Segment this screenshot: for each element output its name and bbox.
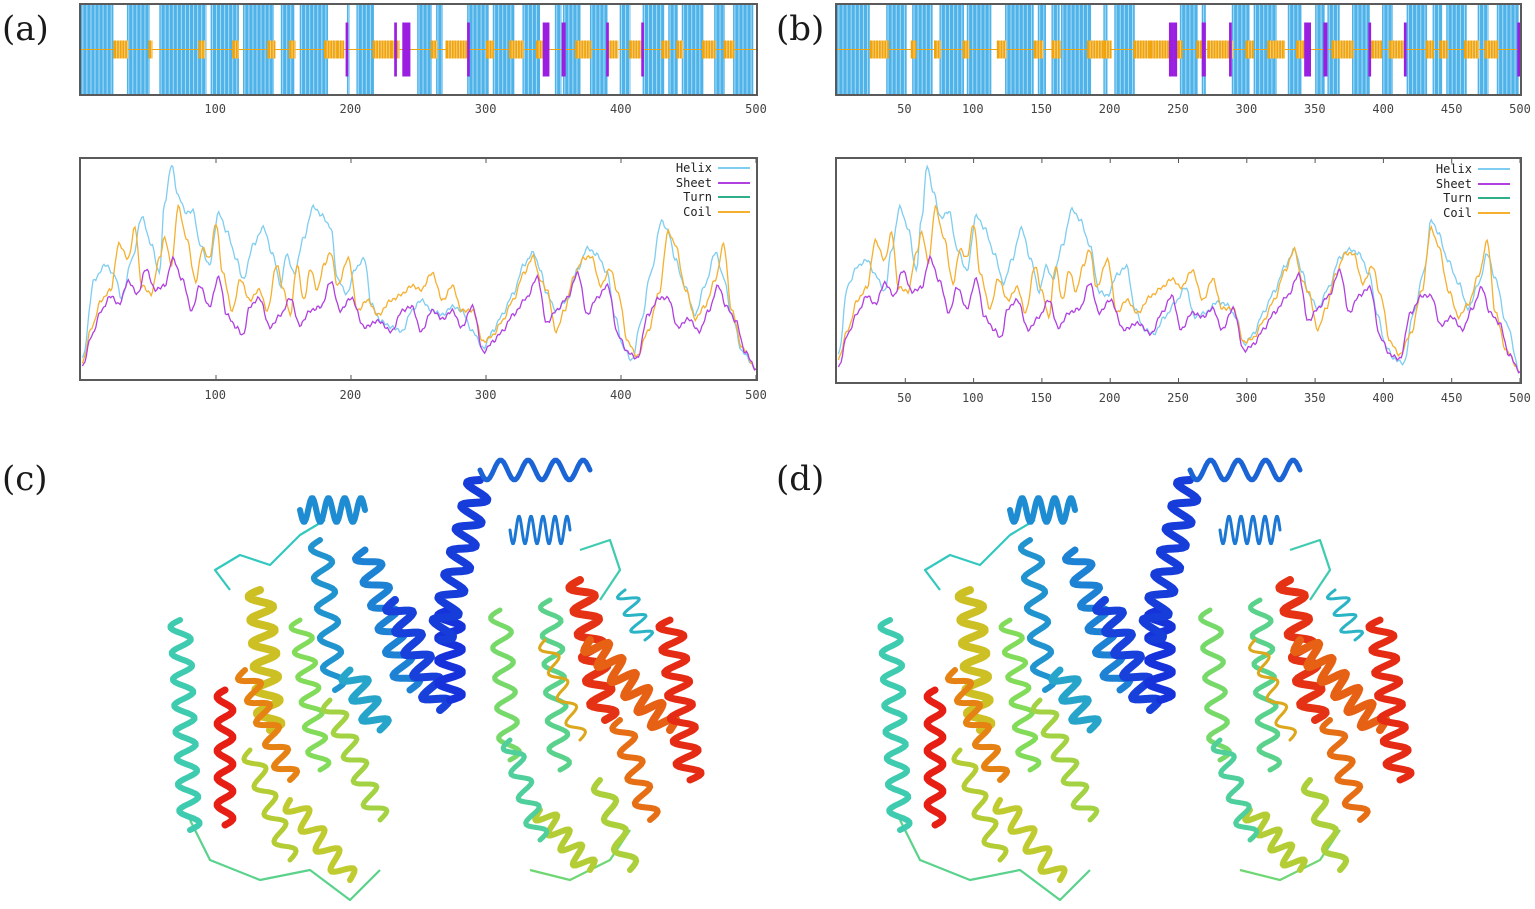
legend-swatch (718, 196, 750, 199)
legend-label: Helix (1435, 162, 1472, 177)
x-tick-label: 400 (609, 102, 632, 116)
legend-label: Sheet (1435, 176, 1472, 191)
x-tick-label: 450 (1440, 102, 1463, 116)
x-tick-label: 300 (474, 102, 497, 116)
propensity-chart-a (79, 157, 758, 381)
x-tick-label: 350 (1303, 102, 1326, 116)
legend-item-helix: Helix (640, 161, 750, 176)
protein-structure-c (167, 457, 705, 902)
protein-structure-d (877, 457, 1415, 902)
x-tick-label: 500 (745, 388, 767, 402)
x-tick-label: 300 (474, 388, 497, 402)
x-tick-label: 400 (609, 388, 632, 402)
legend-item-sheet: Sheet (1400, 177, 1510, 192)
legend-label: Coil (1443, 205, 1472, 220)
legend-swatch (1478, 211, 1510, 214)
x-tick-label: 150 (1030, 102, 1053, 116)
legend-swatch (1478, 182, 1510, 185)
x-tick-label: 200 (1098, 391, 1121, 405)
legend-label: Coil (683, 204, 712, 219)
x-tick-label: 50 (897, 102, 912, 116)
legend-label: Helix (675, 161, 712, 176)
legend-swatch (718, 181, 750, 184)
secondary-structure-track-b (835, 3, 1522, 96)
legend-item-sheet: Sheet (640, 176, 750, 191)
legend-label: Turn (683, 190, 712, 205)
propensity-chart-b (835, 157, 1522, 384)
panel-label-d: (d) (776, 459, 825, 499)
legend-label: Sheet (675, 175, 712, 190)
x-tick-label: 200 (339, 102, 362, 116)
panel-label-b: (b) (776, 9, 825, 49)
legend-item-turn: Turn (640, 190, 750, 205)
panel-label-a: (a) (2, 9, 49, 49)
x-tick-label: 250 (1167, 391, 1189, 405)
x-tick-label: 500 (1509, 391, 1531, 405)
x-tick-label: 500 (1509, 102, 1531, 116)
x-tick-label: 200 (339, 388, 362, 402)
legend-item-turn: Turn (1400, 191, 1510, 206)
legend-item-coil: Coil (1400, 206, 1510, 221)
x-tick-label: 100 (204, 102, 227, 116)
legend-swatch (718, 210, 750, 213)
secondary-structure-track-a (79, 3, 758, 96)
x-tick-label: 450 (1440, 391, 1463, 405)
x-tick-label: 400 (1372, 102, 1395, 116)
legend-item-helix: Helix (1400, 162, 1510, 177)
x-tick-label: 100 (961, 102, 984, 116)
legend-swatch (1478, 168, 1510, 171)
legend-swatch (718, 167, 750, 170)
chart-b-legend: Helix Sheet Turn Coil (1400, 162, 1510, 220)
legend-swatch (1478, 197, 1510, 200)
x-tick-label: 350 (1303, 391, 1326, 405)
x-tick-label: 200 (1098, 102, 1121, 116)
x-tick-label: 500 (745, 102, 767, 116)
x-tick-label: 300 (1235, 102, 1258, 116)
x-tick-label: 50 (897, 391, 912, 405)
x-tick-label: 100 (204, 388, 227, 402)
legend-item-coil: Coil (640, 205, 750, 220)
x-tick-label: 250 (1167, 102, 1189, 116)
legend-label: Turn (1443, 191, 1472, 206)
x-tick-label: 300 (1235, 391, 1258, 405)
x-tick-label: 400 (1372, 391, 1395, 405)
x-tick-label: 150 (1030, 391, 1053, 405)
x-tick-label: 100 (961, 391, 984, 405)
chart-a-legend: Helix Sheet Turn Coil (640, 161, 750, 219)
panel-label-c: (c) (2, 459, 48, 499)
